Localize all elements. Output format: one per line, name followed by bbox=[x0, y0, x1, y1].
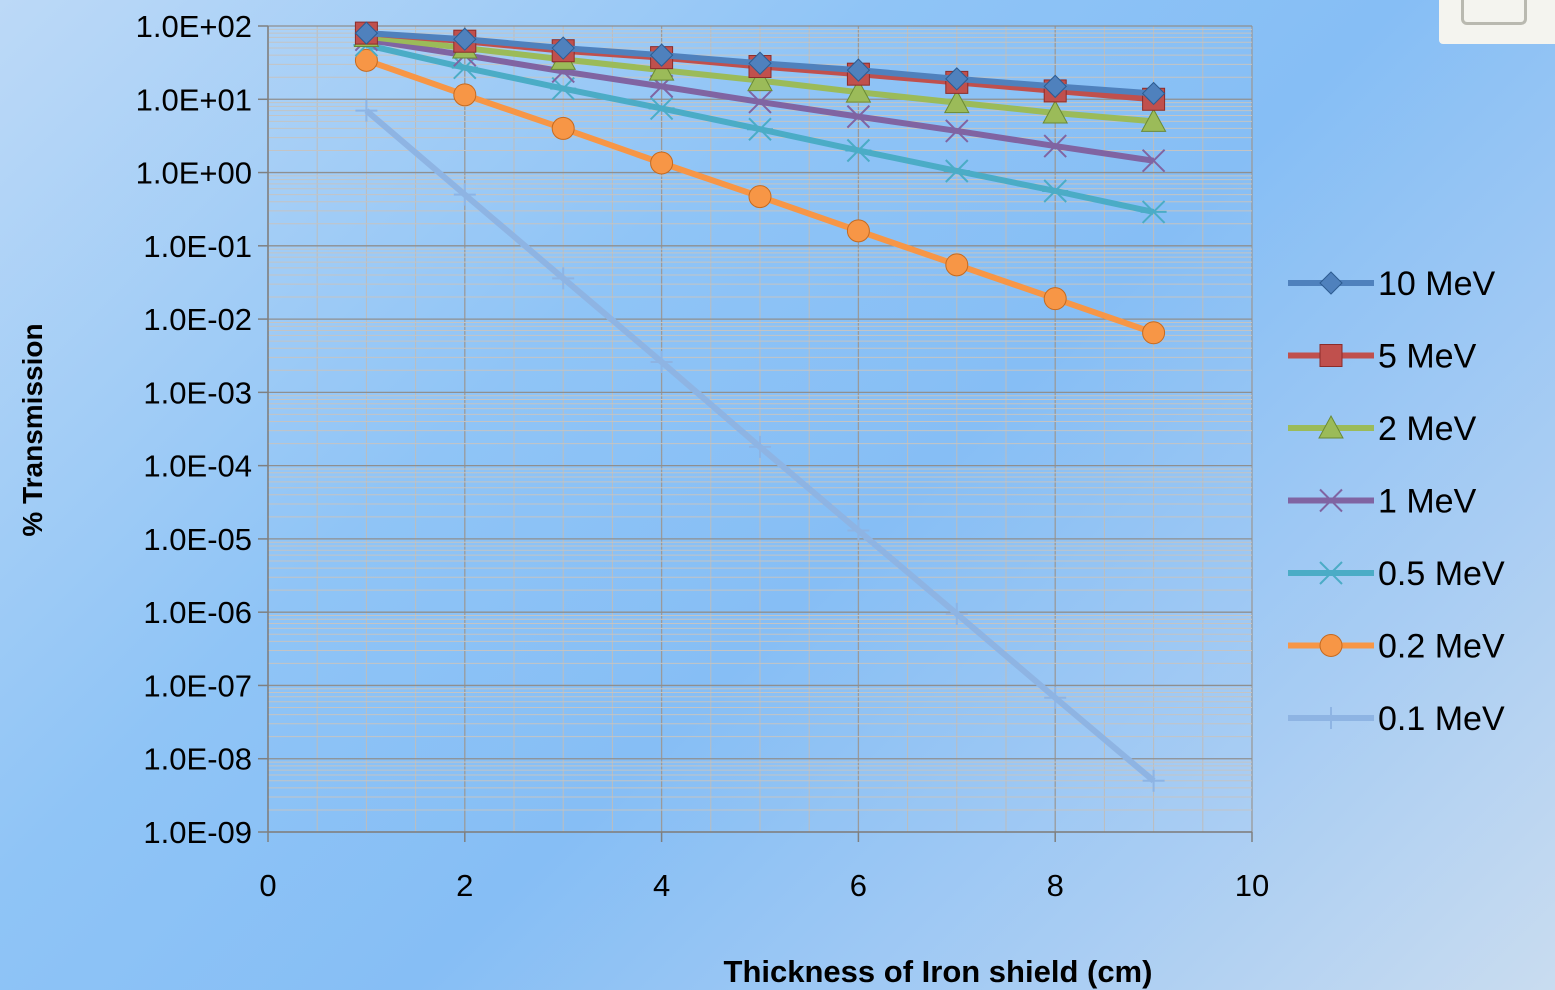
data-point bbox=[551, 36, 575, 60]
data-point bbox=[1318, 561, 1344, 585]
data-point bbox=[1140, 108, 1167, 132]
chart-legend: 10 MeV 5 MeV 2 MeV 1 MeV 0.5 MeV 0.2 MeV 0.1 M… bbox=[1288, 265, 1505, 738]
data-point bbox=[1141, 81, 1166, 106]
chart-series-layer bbox=[353, 21, 1167, 792]
logo-glyph-icon bbox=[1461, 0, 1527, 25]
data-point bbox=[1043, 134, 1067, 158]
x-axis-label: Thickness of Iron shield (cm) bbox=[724, 954, 1153, 989]
data-point bbox=[354, 21, 379, 45]
data-point bbox=[747, 117, 773, 141]
legend-label: 0.5 MeV bbox=[1378, 555, 1505, 593]
x-tick-label: 8 bbox=[1047, 868, 1064, 903]
data-point bbox=[1142, 321, 1166, 345]
x-tick-label: 4 bbox=[653, 868, 670, 903]
data-point bbox=[845, 138, 872, 163]
data-point bbox=[945, 602, 968, 625]
data-point bbox=[749, 435, 771, 458]
data-point bbox=[748, 51, 772, 75]
data-point bbox=[845, 79, 872, 103]
data-point bbox=[1044, 686, 1067, 709]
data-point bbox=[846, 58, 871, 82]
y-tick-label: 1.0E+01 bbox=[136, 82, 252, 117]
x-tick-label: 10 bbox=[1235, 868, 1269, 903]
data-point bbox=[453, 83, 477, 107]
data-point bbox=[1141, 149, 1166, 173]
data-point bbox=[847, 519, 870, 542]
y-axis-label: % Transmission bbox=[17, 323, 48, 536]
data-point bbox=[552, 267, 575, 290]
chart-grid bbox=[267, 25, 1253, 833]
data-point bbox=[649, 43, 674, 67]
legend-label: 0.2 MeV bbox=[1378, 628, 1505, 666]
data-point bbox=[748, 185, 772, 209]
data-point bbox=[451, 55, 478, 80]
data-point bbox=[945, 67, 969, 91]
data-point bbox=[355, 99, 378, 122]
data-point bbox=[1320, 707, 1342, 729]
x-tick-label: 2 bbox=[456, 868, 473, 903]
series-10-mev bbox=[354, 21, 1166, 106]
legend-item: 2 MeV bbox=[1288, 410, 1477, 448]
data-point bbox=[354, 48, 378, 72]
legend-label: 1 MeV bbox=[1378, 483, 1477, 521]
data-point bbox=[846, 104, 871, 129]
data-point bbox=[1319, 488, 1343, 513]
chart-tick-labels: 0 2 4 6 8 10 1.0E+02 1.0E+01 1.0E+00 1.0E-01 1.0E-… bbox=[136, 9, 1270, 903]
y-tick-label: 1.0E-04 bbox=[143, 449, 252, 484]
legend-item: 10 MeV bbox=[1288, 265, 1495, 303]
data-point bbox=[650, 151, 674, 175]
data-point bbox=[945, 253, 969, 277]
data-point bbox=[1319, 344, 1343, 367]
legend-item: 5 MeV bbox=[1288, 338, 1477, 376]
data-point bbox=[1142, 769, 1165, 792]
y-tick-label: 1.0E-07 bbox=[143, 668, 252, 703]
data-point bbox=[1042, 179, 1069, 203]
data-point bbox=[1318, 414, 1344, 439]
x-tick-label: 0 bbox=[259, 868, 276, 903]
y-tick-label: 1.0E+02 bbox=[136, 9, 252, 44]
x-tick-label: 6 bbox=[850, 868, 867, 903]
series-0-2-mev bbox=[354, 48, 1166, 345]
y-tick-label: 1.0E+00 bbox=[136, 156, 252, 191]
legend-label: 5 MeV bbox=[1378, 338, 1477, 376]
legend-label: 0.1 MeV bbox=[1378, 700, 1505, 738]
legend-item: 0.5 MeV bbox=[1288, 555, 1505, 593]
data-point bbox=[747, 67, 773, 92]
corner-logo bbox=[1439, 0, 1555, 44]
y-tick-label: 1.0E-05 bbox=[143, 522, 252, 557]
data-point bbox=[1140, 200, 1167, 224]
data-point bbox=[453, 27, 477, 51]
y-tick-label: 1.0E-03 bbox=[143, 375, 252, 410]
legend-item: 1 MeV bbox=[1288, 483, 1477, 521]
data-point bbox=[648, 96, 675, 121]
data-point bbox=[1319, 271, 1343, 295]
legend-item: 0.2 MeV bbox=[1288, 628, 1505, 666]
data-point bbox=[550, 76, 577, 101]
data-point bbox=[945, 119, 969, 143]
y-tick-label: 1.0E-08 bbox=[143, 742, 252, 777]
data-point bbox=[1319, 634, 1343, 657]
y-tick-label: 1.0E-09 bbox=[143, 815, 252, 850]
series-0-1-mev bbox=[355, 99, 1165, 792]
data-point bbox=[943, 159, 970, 183]
legend-label: 2 MeV bbox=[1378, 410, 1477, 448]
y-tick-label: 1.0E-01 bbox=[143, 229, 252, 264]
data-point bbox=[453, 183, 476, 206]
data-point bbox=[1042, 99, 1069, 124]
series-0-5-mev bbox=[353, 33, 1167, 224]
data-point bbox=[1043, 287, 1067, 311]
data-point bbox=[943, 89, 970, 114]
data-point bbox=[551, 116, 575, 140]
legend-label: 10 MeV bbox=[1378, 265, 1495, 303]
data-point bbox=[1043, 74, 1067, 99]
legend-item: 0.1 MeV bbox=[1288, 700, 1505, 738]
y-tick-label: 1.0E-02 bbox=[143, 302, 252, 337]
chart-axes bbox=[258, 25, 1253, 842]
data-point bbox=[650, 350, 673, 373]
y-tick-label: 1.0E-06 bbox=[143, 595, 252, 630]
data-point bbox=[748, 90, 772, 114]
data-point bbox=[846, 219, 870, 243]
